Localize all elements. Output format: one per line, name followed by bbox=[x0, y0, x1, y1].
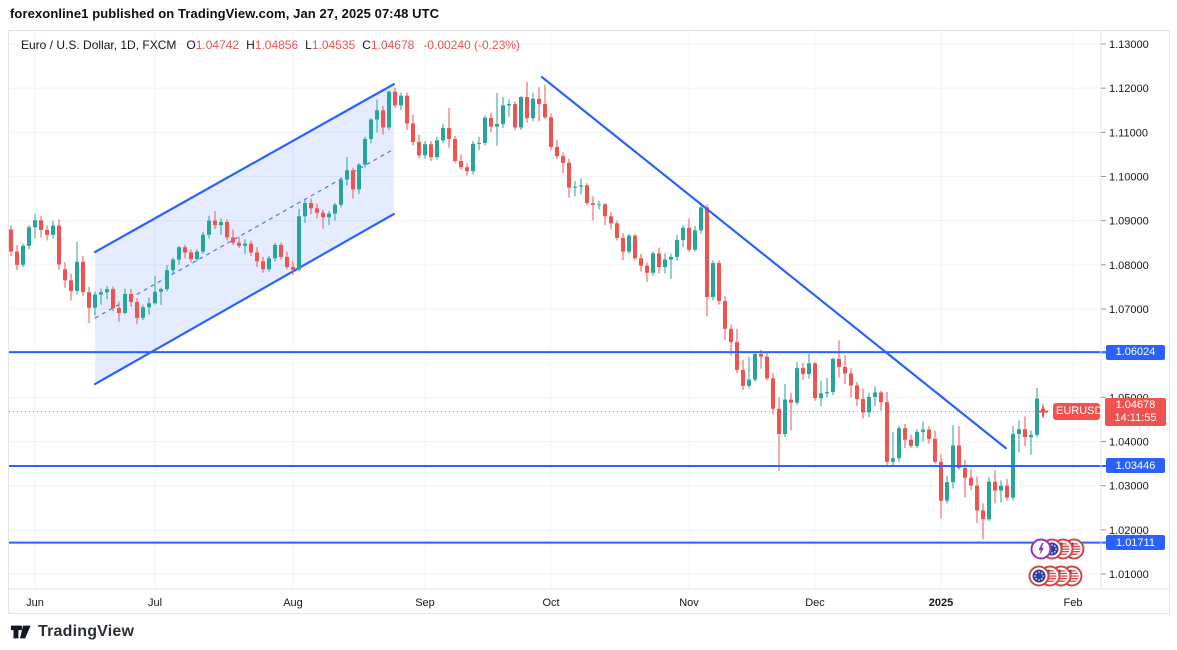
svg-text:1.11000: 1.11000 bbox=[1109, 127, 1148, 139]
lightning-icon[interactable] bbox=[1030, 538, 1052, 560]
eu-flag-icon[interactable] bbox=[1028, 565, 1050, 587]
publish-info: forexonline1 published on TradingView.co… bbox=[10, 6, 440, 21]
candlestick-chart[interactable]: 1.13000 1.12000 1.11000 1.10000 1.09000 1.080… bbox=[9, 31, 1169, 613]
tradingview-logo-icon bbox=[10, 625, 31, 639]
svg-text:1.13000: 1.13000 bbox=[1109, 39, 1149, 51]
price-axis[interactable]: 1.13000 1.12000 1.11000 1.10000 1.09000 1.080… bbox=[1101, 39, 1149, 581]
channel-median-line bbox=[94, 148, 395, 319]
price-line-symbol-badge: EURUSD bbox=[1053, 403, 1102, 421]
tradingview-brand-text: TradingView bbox=[38, 623, 135, 640]
svg-text:Sep: Sep bbox=[415, 597, 435, 609]
current-price-marker bbox=[1038, 406, 1048, 417]
legend-change: -0.00240 (-0.23%) bbox=[423, 38, 521, 52]
legend-close: C1.04678 bbox=[362, 38, 415, 52]
legend-high: H1.04856 bbox=[246, 38, 299, 52]
svg-text:Nov: Nov bbox=[679, 597, 699, 609]
event-marker-row bbox=[1030, 538, 1085, 560]
svg-text:Dec: Dec bbox=[805, 597, 825, 609]
chart-frame: 1.13000 1.12000 1.11000 1.10000 1.09000 1.080… bbox=[8, 30, 1170, 614]
level-price-badge: 1.03446 bbox=[1106, 458, 1165, 474]
channel-lower-line bbox=[93, 212, 395, 386]
svg-text:1.12000: 1.12000 bbox=[1109, 83, 1149, 95]
current-price-badge: 1.04678 14:11:55 bbox=[1105, 397, 1166, 426]
svg-text:Feb: Feb bbox=[1064, 597, 1083, 609]
svg-text:1.04000: 1.04000 bbox=[1109, 437, 1149, 449]
level-price-badge: 1.06024 bbox=[1106, 344, 1165, 360]
event-marker-row bbox=[1028, 565, 1083, 587]
svg-text:Aug: Aug bbox=[283, 597, 303, 609]
svg-text:1.10000: 1.10000 bbox=[1109, 172, 1149, 184]
legend-low: L1.04535 bbox=[305, 38, 356, 52]
symbol-legend[interactable]: Euro / U.S. Dollar, 1D, FXCM O1.04742 H1… bbox=[21, 38, 520, 52]
time-axis[interactable]: Jun Jul Aug Sep Oct Nov Dec 2025 Feb bbox=[26, 597, 1082, 609]
symbol-title: Euro / U.S. Dollar, 1D, FXCM bbox=[21, 38, 177, 52]
svg-text:1.07000: 1.07000 bbox=[1109, 304, 1149, 316]
current-price-value: 1.04678 bbox=[1115, 398, 1156, 411]
descending-trendline[interactable] bbox=[540, 76, 1007, 450]
svg-text:1.01000: 1.01000 bbox=[1109, 569, 1149, 581]
svg-text:1.08000: 1.08000 bbox=[1109, 260, 1149, 272]
candles[interactable] bbox=[9, 81, 1045, 540]
grid-lines bbox=[9, 31, 1101, 589]
bar-countdown: 14:11:55 bbox=[1114, 411, 1157, 424]
svg-text:2025: 2025 bbox=[929, 597, 953, 609]
legend-open: O1.04742 bbox=[186, 38, 240, 52]
tradingview-footer[interactable]: TradingView bbox=[10, 621, 134, 643]
svg-text:Oct: Oct bbox=[542, 597, 559, 609]
svg-text:1.03000: 1.03000 bbox=[1109, 481, 1149, 493]
channel-upper-line bbox=[93, 83, 395, 254]
svg-text:1.09000: 1.09000 bbox=[1109, 216, 1149, 228]
ascending-channel[interactable] bbox=[93, 83, 395, 386]
level-price-badge: 1.01711 bbox=[1106, 535, 1165, 551]
svg-text:1.02000: 1.02000 bbox=[1109, 525, 1149, 537]
svg-text:Jul: Jul bbox=[148, 597, 162, 609]
svg-text:Jun: Jun bbox=[26, 597, 44, 609]
